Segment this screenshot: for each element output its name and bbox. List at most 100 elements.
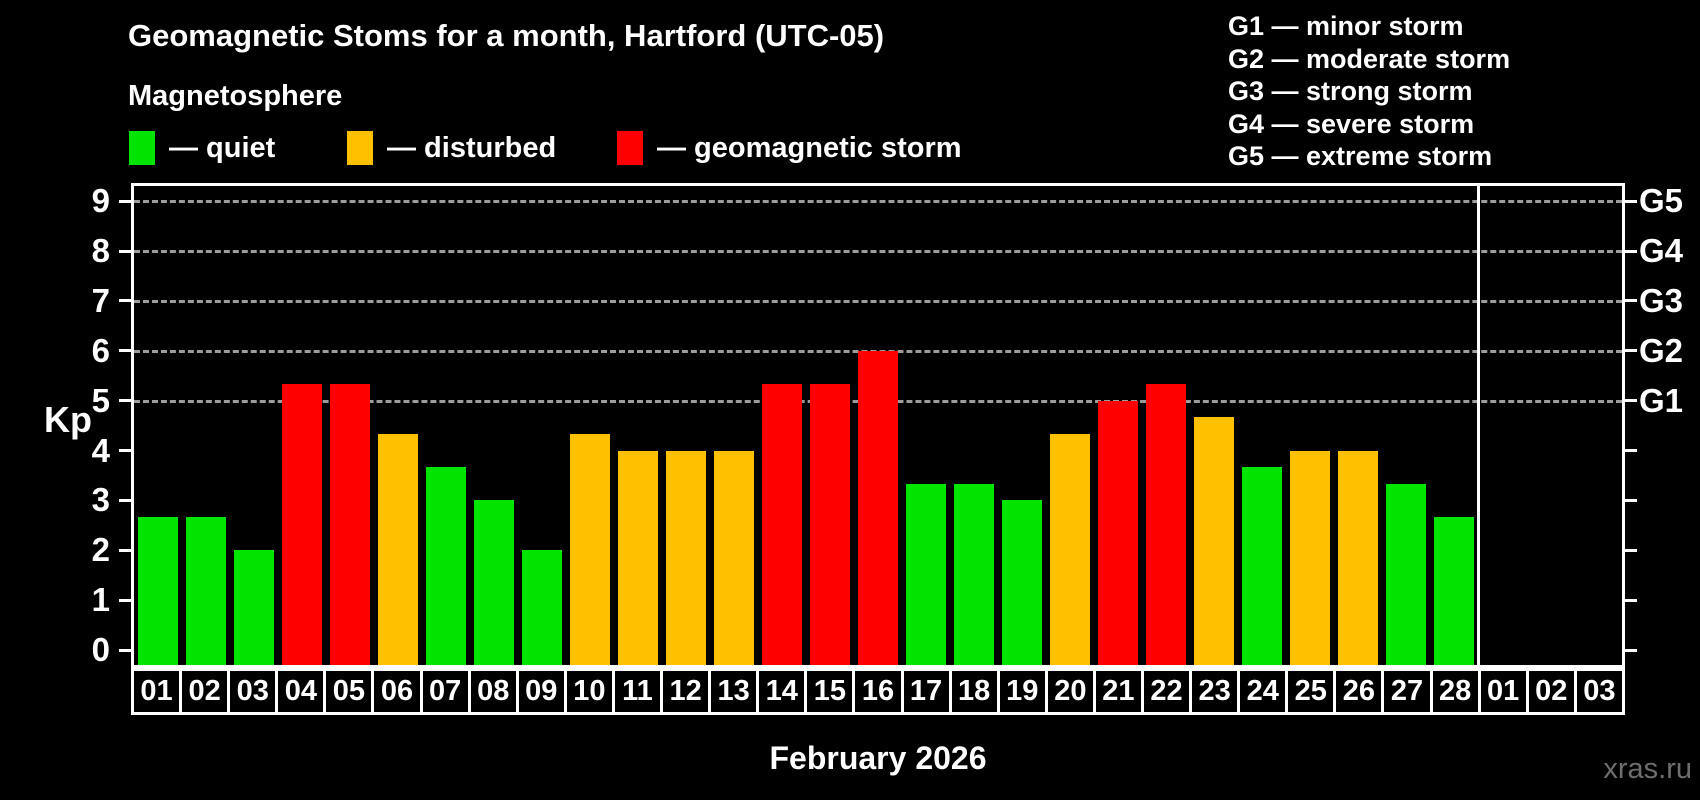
bar-day-16	[858, 350, 898, 665]
x-tick-day-06: 06	[374, 671, 423, 712]
x-tick-day-15: 15	[807, 671, 856, 712]
bar-day-17	[906, 483, 946, 665]
y-axis-title: Kp	[44, 399, 92, 440]
bar-day-25	[1290, 450, 1330, 665]
x-tick-day-12: 12	[663, 671, 712, 712]
x-tick-day-09: 09	[519, 671, 567, 712]
chart-subtitle: Magnetosphere	[128, 80, 343, 112]
right-tick-kp2	[1625, 548, 1637, 552]
bar-day-22	[1146, 384, 1186, 665]
x-tick-day-02: 02	[182, 671, 231, 712]
bar-day-01	[138, 516, 178, 665]
x-tick-day-03: 03	[230, 671, 279, 712]
y-tick-label-3: 3	[91, 481, 110, 519]
x-tick-day-21: 21	[1096, 671, 1144, 712]
bar-day-05	[330, 384, 370, 665]
x-tick-day-18: 18	[952, 671, 1000, 712]
legend-item-storm: — geomagnetic storm	[617, 129, 962, 167]
bar-day-21	[1098, 400, 1138, 665]
x-tick-day-01-next: 01	[1481, 671, 1529, 712]
g-legend-line-g1: G1 — minor storm	[1228, 11, 1464, 41]
right-axis-label-g2: G2	[1639, 331, 1684, 369]
x-tick-day-10: 10	[567, 671, 615, 712]
bar-day-19	[1002, 500, 1042, 665]
right-tick-kp6	[1625, 349, 1637, 353]
x-tick-day-19: 19	[1000, 671, 1048, 712]
right-axis-label-g1: G1	[1639, 381, 1684, 419]
left-tick-kp1	[119, 598, 131, 602]
left-tick-kp2	[119, 548, 131, 552]
x-tick-day-22: 22	[1144, 671, 1193, 712]
x-tick-day-01: 01	[134, 671, 183, 712]
x-tick-day-23: 23	[1192, 671, 1241, 712]
g-scale-legend: G1 — minor storm G2 — moderate storm G3 …	[1228, 10, 1510, 173]
gridline-kp9	[134, 200, 1622, 204]
bar-day-13	[714, 450, 754, 665]
left-tick-kp0	[119, 648, 131, 652]
chart-title: Geomagnetic Stoms for a month, Hartford …	[128, 18, 885, 53]
right-tick-kp8	[1625, 249, 1637, 253]
right-axis-label-g3: G3	[1639, 281, 1684, 319]
bar-day-27	[1386, 483, 1426, 665]
right-tick-kp7	[1625, 299, 1637, 303]
x-tick-day-20: 20	[1048, 671, 1096, 712]
disturbed-color-swatch	[347, 131, 373, 165]
x-tick-day-26: 26	[1336, 671, 1385, 712]
bar-day-14	[762, 384, 802, 665]
g-legend-line-g5: G5 — extreme storm	[1228, 141, 1493, 171]
g-legend-line-g2: G2 — moderate storm	[1228, 43, 1511, 74]
y-tick-label-6: 6	[91, 331, 110, 369]
right-axis-label-g4: G4	[1639, 232, 1684, 270]
gridline-kp7	[134, 299, 1622, 303]
x-tick-day-08: 08	[471, 671, 519, 712]
bar-day-26	[1338, 450, 1378, 665]
month-separator-line	[1476, 186, 1480, 665]
bar-day-12	[666, 450, 706, 665]
y-tick-label-1: 1	[91, 581, 110, 619]
x-axis-title: February 2026	[769, 740, 987, 776]
legend-item-quiet: — quiet	[129, 129, 275, 167]
bar-day-28	[1434, 516, 1474, 665]
bar-day-15	[810, 384, 850, 665]
left-tick-kp3	[119, 498, 131, 502]
bar-day-18	[954, 483, 994, 665]
storm-color-swatch	[617, 131, 643, 165]
plot-area	[131, 183, 1625, 668]
x-tick-day-14: 14	[759, 671, 808, 712]
right-tick-kp4	[1625, 449, 1637, 453]
bar-day-11	[618, 450, 658, 665]
bar-day-06	[378, 434, 418, 665]
x-tick-day-02-next: 02	[1529, 671, 1577, 712]
y-tick-label-5: 5	[91, 381, 110, 419]
g-legend-line-g4: G4 — severe storm	[1228, 108, 1475, 139]
x-tick-day-03-next: 03	[1583, 675, 1616, 707]
right-tick-kp0	[1625, 648, 1637, 652]
right-tick-kp9	[1625, 199, 1637, 203]
y-tick-label-9: 9	[91, 182, 110, 220]
x-tick-day-27: 27	[1384, 671, 1433, 712]
bar-day-20	[1050, 434, 1090, 665]
bar-day-08	[474, 500, 514, 665]
legend-item-disturbed: — disturbed	[347, 129, 556, 167]
bar-day-07	[426, 467, 466, 665]
watermark: xras.ru	[1603, 753, 1692, 785]
bar-day-10	[570, 434, 610, 665]
y-tick-label-0: 0	[91, 631, 110, 668]
x-axis-day-row: 01 02 03 04 05 06 07 08 09 10 11 12 13 14 15 16 17 18 19 20…	[131, 668, 1625, 715]
bar-day-24	[1242, 467, 1282, 665]
right-axis-label-g5: G5	[1639, 182, 1684, 220]
y-tick-label-2: 2	[91, 531, 110, 569]
quiet-color-swatch	[129, 131, 155, 165]
x-tick-day-16: 16	[855, 671, 904, 712]
x-tick-day-07: 07	[423, 671, 471, 712]
left-tick-kp7	[119, 299, 131, 303]
left-tick-kp4	[119, 449, 131, 453]
legend-label-storm: — geomagnetic storm	[657, 131, 962, 164]
x-tick-day-13: 13	[711, 671, 760, 712]
left-tick-kp6	[119, 349, 131, 353]
x-tick-day-28: 28	[1433, 671, 1481, 712]
x-tick-day-04: 04	[278, 671, 327, 712]
legend-label-quiet: — quiet	[169, 131, 276, 164]
right-tick-kp1	[1625, 598, 1637, 602]
